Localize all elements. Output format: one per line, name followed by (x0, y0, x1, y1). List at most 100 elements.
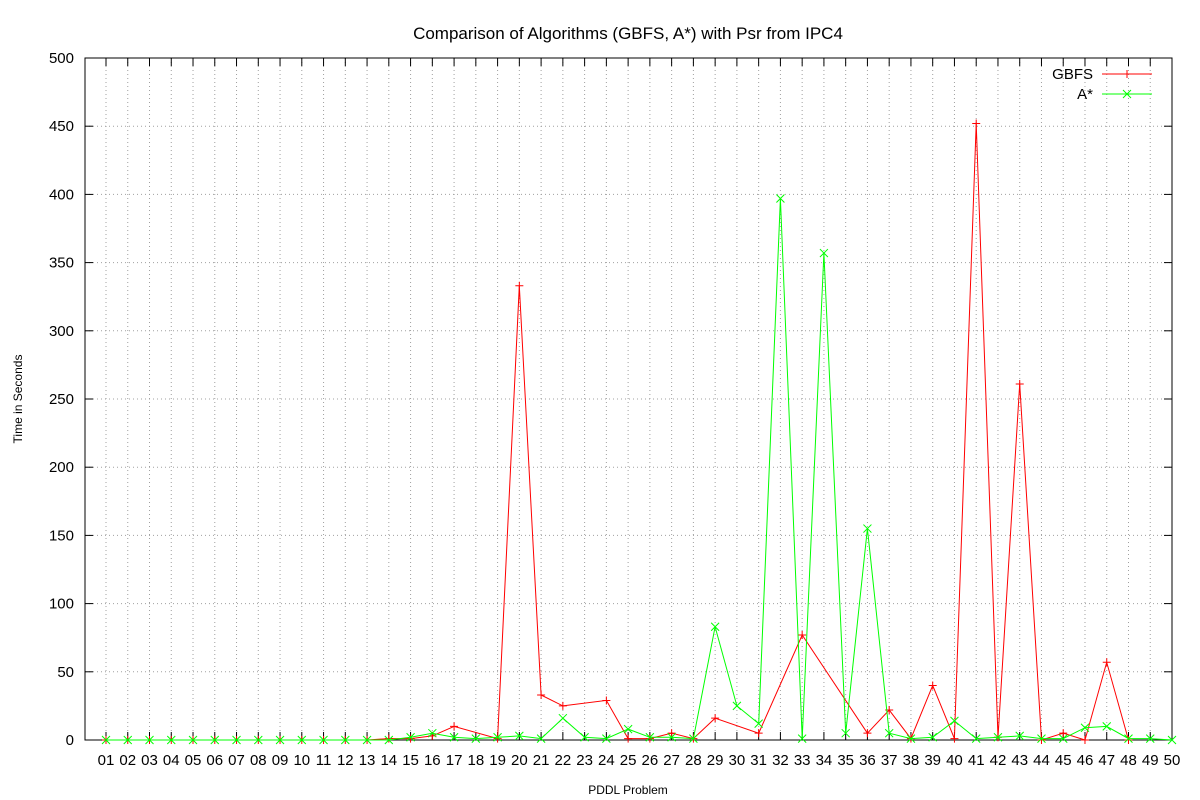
x-tick-label: 33 (794, 752, 811, 769)
x-tick-label: 34 (816, 752, 833, 769)
x-tick-label: 28 (685, 752, 702, 769)
x-tick-label: 25 (620, 752, 637, 769)
data-point-gbfs (928, 681, 937, 690)
data-point-a (797, 734, 807, 743)
x-tick-label: 17 (446, 752, 463, 769)
data-point-gbfs (1080, 736, 1089, 744)
data-point-gbfs (602, 696, 611, 705)
data-point-a (536, 734, 546, 743)
x-tick-label: 21 (533, 752, 550, 769)
x-tick-label: 27 (663, 752, 680, 769)
x-tick-label: 09 (272, 752, 289, 769)
data-point-a (493, 732, 502, 742)
x-tick-label: 46 (1077, 752, 1094, 769)
series-group (101, 119, 1177, 745)
x-tick-label: 49 (1142, 752, 1159, 769)
y-tick-label: 250 (49, 391, 74, 408)
data-point-gbfs (537, 690, 546, 699)
data-point-gbfs (384, 734, 393, 743)
data-point-a (732, 701, 742, 711)
x-tick-label: 11 (316, 752, 332, 769)
x-tick-label: 30 (729, 752, 746, 769)
x-tick-label: 02 (119, 752, 136, 769)
x-tick-label: 50 (1164, 752, 1181, 769)
series-a (101, 194, 1177, 745)
data-point-a (514, 731, 524, 741)
y-tick-label: 350 (49, 255, 74, 272)
data-point-a (319, 735, 328, 745)
data-point-a (884, 728, 894, 738)
data-point-a (950, 716, 959, 726)
x-tick-label: 15 (402, 752, 419, 769)
legend: GBFS A* (1052, 66, 1152, 103)
chart-title: Comparison of Algorithms (GBFS, A*) with… (413, 24, 843, 43)
y-tick-label: 50 (57, 664, 74, 681)
y-tick-label: 100 (49, 596, 74, 613)
data-point-gbfs (1015, 379, 1024, 388)
data-point-a (471, 734, 481, 743)
data-point-a (210, 735, 220, 745)
data-point-a (1167, 735, 1177, 745)
x-tick-label: 22 (555, 752, 572, 769)
data-point-gbfs (450, 722, 459, 731)
x-tick-label: 23 (576, 752, 593, 769)
data-point-a (427, 728, 437, 738)
x-tick-label: 14 (380, 752, 397, 769)
data-point-a (993, 732, 1003, 742)
x-tick-label: 29 (707, 752, 724, 769)
data-point-a (623, 724, 633, 734)
data-point-a (1124, 734, 1133, 743)
x-tick-label: 04 (163, 752, 180, 769)
data-point-gbfs (1102, 658, 1111, 667)
data-point-a (145, 735, 154, 745)
legend-label-a: A* (1077, 86, 1093, 103)
data-point-a (1102, 722, 1112, 731)
y-tick-label: 200 (49, 459, 74, 476)
data-point-a (1058, 734, 1068, 743)
data-point-a (101, 735, 111, 745)
data-point-a (754, 719, 764, 728)
data-point-a (863, 524, 872, 533)
y-tick-label: 0 (66, 732, 74, 749)
x-tick-label: 19 (489, 752, 506, 769)
data-point-gbfs (558, 701, 567, 710)
data-point-a (928, 732, 938, 742)
x-axis-ticks: 01 02 03 04 05 06 07 08 09 10 11 12 13 14 15 16 17 18 19 20… (98, 58, 1181, 769)
x-tick-label: 35 (837, 752, 854, 769)
x-tick-label: 40 (946, 752, 963, 769)
y-axis-ticks: 0 50 100 150 200 250 300 350 400 450 500 (49, 50, 1172, 749)
x-tick-label: 18 (467, 752, 484, 769)
data-point-gbfs (406, 734, 415, 743)
x-tick-label: 24 (598, 752, 615, 769)
data-point-gbfs (950, 734, 959, 743)
x-tick-label: 05 (185, 752, 202, 769)
data-point-gbfs (667, 729, 676, 738)
data-point-a (906, 734, 916, 743)
data-point-a (819, 248, 829, 258)
data-point-a (580, 732, 589, 742)
x-axis-label: PDDL Problem (588, 783, 668, 797)
data-point-a (275, 735, 285, 745)
data-point-gbfs (1124, 736, 1133, 744)
x-tick-label: 13 (359, 752, 376, 769)
y-tick-label: 400 (49, 186, 74, 203)
data-point-gbfs (515, 281, 524, 290)
data-point-a (449, 732, 459, 742)
data-point-a (384, 735, 394, 745)
data-point-a (710, 622, 720, 632)
data-point-a (1015, 731, 1025, 741)
data-point-a (602, 734, 611, 743)
data-point-a (1037, 734, 1046, 743)
data-point-gbfs (1037, 736, 1046, 744)
x-tick-label: 45 (1055, 752, 1072, 769)
x-tick-label: 44 (1033, 752, 1050, 769)
data-point-a (297, 735, 307, 745)
x-tick-label: 47 (1098, 752, 1115, 769)
data-point-gbfs (972, 119, 981, 128)
data-point-gbfs (711, 714, 720, 723)
data-point-a (123, 735, 133, 745)
x-tick-label: 06 (206, 752, 223, 769)
y-axis-label: Time in Seconds (11, 355, 25, 444)
x-tick-label: 07 (228, 752, 245, 769)
x-tick-label: 39 (924, 752, 941, 769)
